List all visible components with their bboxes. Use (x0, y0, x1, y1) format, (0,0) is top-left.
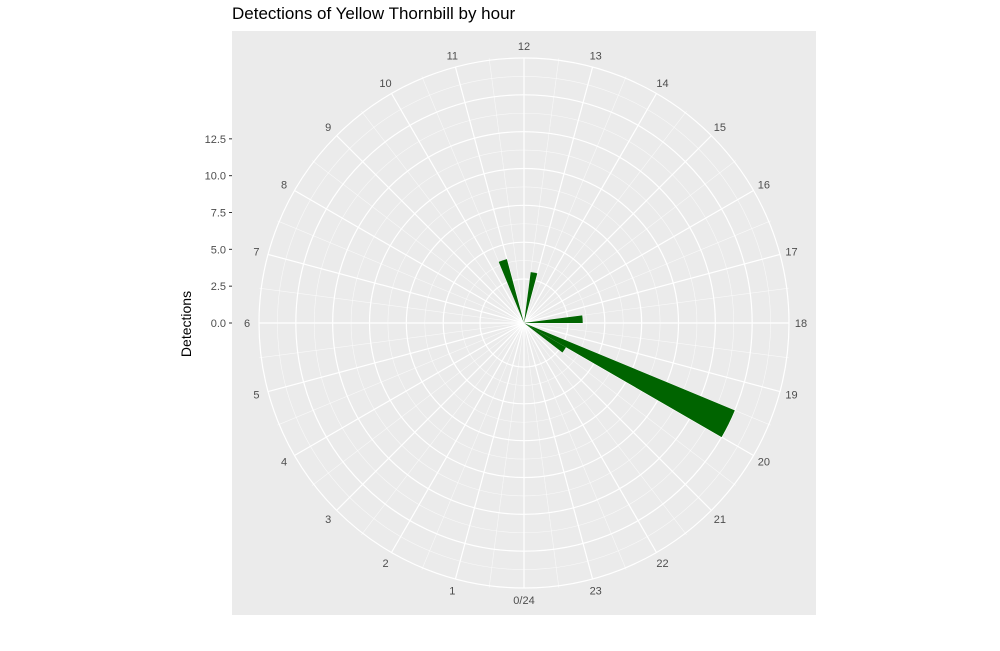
hour-tick-label: 21 (714, 514, 726, 526)
major-grid-spoke (267, 322, 525, 393)
hour-labels: 0/24123456789101112131415161718192021222… (244, 41, 807, 607)
y-tick-label: 2.5 (211, 281, 226, 293)
bar-wedge (524, 315, 583, 323)
major-grid-spoke (523, 189, 754, 324)
grid-major (258, 57, 790, 589)
major-grid-spoke (523, 322, 594, 580)
hour-tick-label: 9 (325, 122, 331, 134)
hour-tick-label: 2 (382, 558, 388, 570)
hour-tick-label: 1 (449, 586, 455, 598)
major-grid-spoke (294, 189, 525, 324)
major-grid-spoke (523, 135, 712, 324)
bar-wedge (524, 323, 566, 353)
major-grid-spoke (390, 93, 525, 324)
bar-wedge (524, 323, 735, 438)
major-grid-spoke (454, 66, 525, 324)
hour-tick-label: 19 (785, 390, 797, 402)
hour-tick-label: 12 (518, 41, 530, 53)
bar-wedge (498, 259, 524, 323)
major-grid-spoke (390, 322, 525, 553)
y-tick-label: 7.5 (211, 208, 226, 220)
major-grid-spoke (267, 253, 525, 324)
y-tick-label: 10.0 (205, 171, 226, 183)
hour-tick-label: 13 (590, 50, 602, 62)
major-grid-spoke (523, 253, 781, 324)
y-tick-label: 12.5 (205, 134, 226, 146)
hour-tick-label: 4 (281, 457, 287, 469)
bar-wedge (524, 272, 538, 323)
hour-tick-label: 18 (795, 318, 807, 330)
hour-tick-label: 11 (447, 50, 458, 62)
chart-title: Detections of Yellow Thornbill by hour (232, 4, 516, 23)
hour-tick-label: 8 (281, 180, 287, 192)
hour-tick-label: 15 (714, 122, 726, 134)
major-grid-spoke (523, 93, 658, 324)
hour-tick-label: 17 (785, 246, 797, 258)
hour-tick-label: 3 (325, 514, 331, 526)
major-grid-spoke (336, 135, 525, 324)
hour-tick-label: 14 (656, 78, 668, 90)
bars (498, 259, 735, 438)
y-tick-label: 5.0 (211, 244, 226, 256)
hour-tick-label: 20 (758, 457, 770, 469)
y-tick-label: 0.0 (211, 318, 226, 330)
hour-tick-label: 5 (253, 390, 259, 402)
hour-tick-label: 16 (758, 180, 770, 192)
major-grid-spoke (294, 322, 525, 457)
major-grid-spoke (523, 322, 658, 553)
hour-tick-label: 0/24 (513, 595, 534, 607)
major-grid-spoke (523, 322, 712, 511)
major-grid-spoke (454, 322, 525, 580)
hour-tick-label: 22 (656, 558, 668, 570)
hour-tick-label: 7 (253, 246, 259, 258)
major-grid-spoke (336, 322, 525, 511)
hour-tick-label: 10 (379, 78, 391, 90)
hour-tick-label: 23 (590, 586, 602, 598)
hour-tick-label: 6 (244, 318, 250, 330)
major-grid-spoke (523, 322, 781, 393)
y-axis: 0.0 2.5 5.0 7.5 10.0 12.5 (205, 134, 232, 330)
